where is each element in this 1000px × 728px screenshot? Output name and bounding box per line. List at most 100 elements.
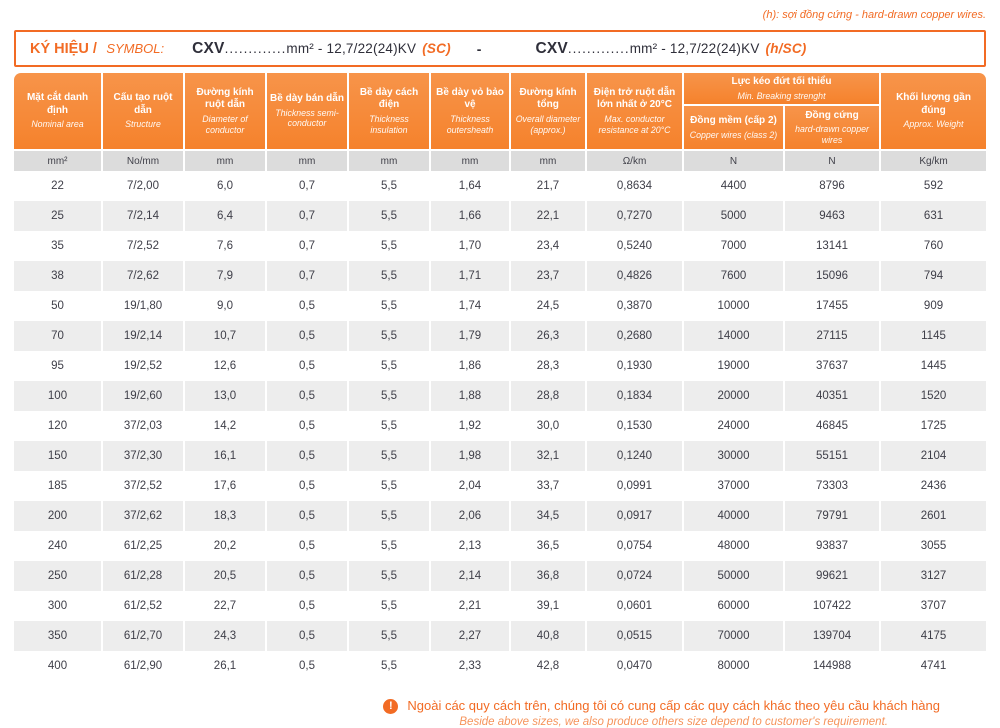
table-cell: 2,33 (431, 651, 511, 682)
table-cell: 1145 (881, 321, 987, 352)
table-cell: 5,5 (349, 231, 431, 262)
table-cell: 1,86 (431, 351, 511, 382)
header-label-vn: Điện trở ruột dẫn lớn nhất ở 20°C (593, 86, 676, 111)
unit-cell: mm (511, 151, 587, 172)
table-row: 38 7/2,62 7,9 0,7 5,5 1,71 23,7 0,4826 7600 15096… (14, 261, 987, 292)
code-spec: mm² - 12,7/22(24)KV (629, 40, 760, 56)
table-cell: 7,9 (185, 261, 267, 292)
table-cell: 7/2,14 (103, 201, 185, 232)
table-cell: 22,7 (185, 591, 267, 622)
table-cell: 8796 (785, 171, 882, 202)
table-cell: 760 (881, 231, 987, 262)
table-cell: 0,5 (267, 561, 349, 592)
table-cell: 39,1 (511, 591, 587, 622)
table-cell: 592 (881, 171, 987, 202)
table-cell: 185 (14, 471, 103, 502)
table-row: 120 37/2,03 14,2 0,5 5,5 1,92 30,0 0,1530 24000 4… (14, 411, 987, 442)
table-row: 200 37/2,62 18,3 0,5 5,5 2,06 34,5 0,0917 40000 7… (14, 501, 987, 532)
table-row: 250 61/2,28 20,5 0,5 5,5 2,14 36,8 0,0724 50000 9… (14, 561, 987, 592)
table-cell: 300 (14, 591, 103, 622)
code-tag-hsc: (h/SC) (765, 40, 807, 56)
header-label-vn: Bề dày vỏ bảo vệ (436, 86, 504, 111)
exclamation-icon: ! (383, 699, 399, 715)
table-cell: 0,5 (267, 291, 349, 322)
table-cell: 144988 (785, 651, 882, 682)
code-dots: ............. (567, 40, 630, 56)
table-cell: 70000 (684, 621, 785, 652)
cable-code-sc: CXV.............mm² - 12,7/22(24)KV (SC) (192, 40, 451, 58)
table-cell: 0,5 (267, 531, 349, 562)
table-cell: 350 (14, 621, 103, 652)
header-label-vn: Bề dày bán dẫn (270, 93, 344, 105)
table-cell: 61/2,90 (103, 651, 185, 682)
table-row: 300 61/2,52 22,7 0,5 5,5 2,21 39,1 0,0601 60000 1… (14, 591, 987, 622)
table-cell: 0,7270 (587, 201, 684, 232)
table-cell: 73303 (785, 471, 882, 502)
table-row: 35 7/2,52 7,6 0,7 5,5 1,70 23,4 0,5240 7000 13141… (14, 231, 987, 262)
table-cell: 0,7 (267, 171, 349, 202)
col-header-insulation-thickness: Bề dày cách điện Thickness insulation (349, 73, 431, 152)
table-cell: 99621 (785, 561, 882, 592)
table-cell: 93837 (785, 531, 882, 562)
table-cell: 1,88 (431, 381, 511, 412)
code-tag-sc: (SC) (422, 40, 451, 56)
table-cell: 19/2,52 (103, 351, 185, 382)
table-cell: 1,66 (431, 201, 511, 232)
code-prefix: CXV (192, 39, 225, 57)
table-cell: 5,5 (349, 441, 431, 472)
table-cell: 2436 (881, 471, 987, 502)
footer-note: ! Ngoài các quy cách trên, chúng tôi có … (383, 698, 940, 728)
table-cell: 20000 (684, 381, 785, 412)
table-cell: 61/2,28 (103, 561, 185, 592)
table-cell: 28,8 (511, 381, 587, 412)
table-row: 25 7/2,14 6,4 0,7 5,5 1,66 22,1 0,7270 5000 9463 6… (14, 201, 987, 232)
table-cell: 24000 (684, 411, 785, 442)
table-cell: 2,21 (431, 591, 511, 622)
table-cell: 21,7 (511, 171, 587, 202)
unit-cell: mm² (14, 151, 103, 172)
table-cell: 16,1 (185, 441, 267, 472)
table-cell: 10,7 (185, 321, 267, 352)
code-separator: - (476, 40, 482, 57)
table-cell: 37/2,52 (103, 471, 185, 502)
table-cell: 7000 (684, 231, 785, 262)
header-label-vn: Mặt cắt danh định (26, 92, 89, 116)
table-cell: 0,7 (267, 231, 349, 262)
unit-cell: mm (185, 151, 267, 172)
table-cell: 61/2,52 (103, 591, 185, 622)
col-header-outersheath-thickness: Bề dày vỏ bảo vệ Thickness outersheath (431, 73, 511, 152)
table-cell: 1520 (881, 381, 987, 412)
header-label-en: hard-drawn copper wires (795, 124, 869, 145)
table-cell: 32,1 (511, 441, 587, 472)
table-cell: 5,5 (349, 621, 431, 652)
table-cell: 3055 (881, 531, 987, 562)
table-cell: 5,5 (349, 321, 431, 352)
table-cell: 0,5 (267, 471, 349, 502)
symbol-box: KÝ HIỆU / SYMBOL: CXV.............mm² - … (14, 30, 986, 67)
table-cell: 0,1930 (587, 351, 684, 382)
table-cell: 37/2,03 (103, 411, 185, 442)
table-cell: 5,5 (349, 291, 431, 322)
table-cell: 2,04 (431, 471, 511, 502)
header-label-vn: Khối lượng gần đúng (896, 92, 971, 116)
table-cell: 6,0 (185, 171, 267, 202)
table-cell: 3707 (881, 591, 987, 622)
table-cell: 1,79 (431, 321, 511, 352)
table-body: mm² No/mm mm mm mm mm mm Ω/km N N Kg/km 22 7/2,00 6,… (14, 151, 987, 682)
header-label-en: Thickness insulation (369, 113, 409, 135)
table-cell: 6,4 (185, 201, 267, 232)
table-row: 185 37/2,52 17,6 0,5 5,5 2,04 33,7 0,0991 37000 7… (14, 471, 987, 502)
code-prefix: CXV (535, 39, 568, 57)
unit-cell: N (684, 151, 785, 172)
header-label-en: Overall diameter (approx.) (515, 113, 581, 135)
table-cell: 22 (14, 171, 103, 202)
symbol-label: KÝ HIỆU / SYMBOL: (30, 40, 164, 58)
table-cell: 5,5 (349, 171, 431, 202)
table-cell: 24,3 (185, 621, 267, 652)
table-cell: 0,5 (267, 651, 349, 682)
table-cell: 26,3 (511, 321, 587, 352)
table-cell: 5,5 (349, 351, 431, 382)
table-cell: 30,0 (511, 411, 587, 442)
